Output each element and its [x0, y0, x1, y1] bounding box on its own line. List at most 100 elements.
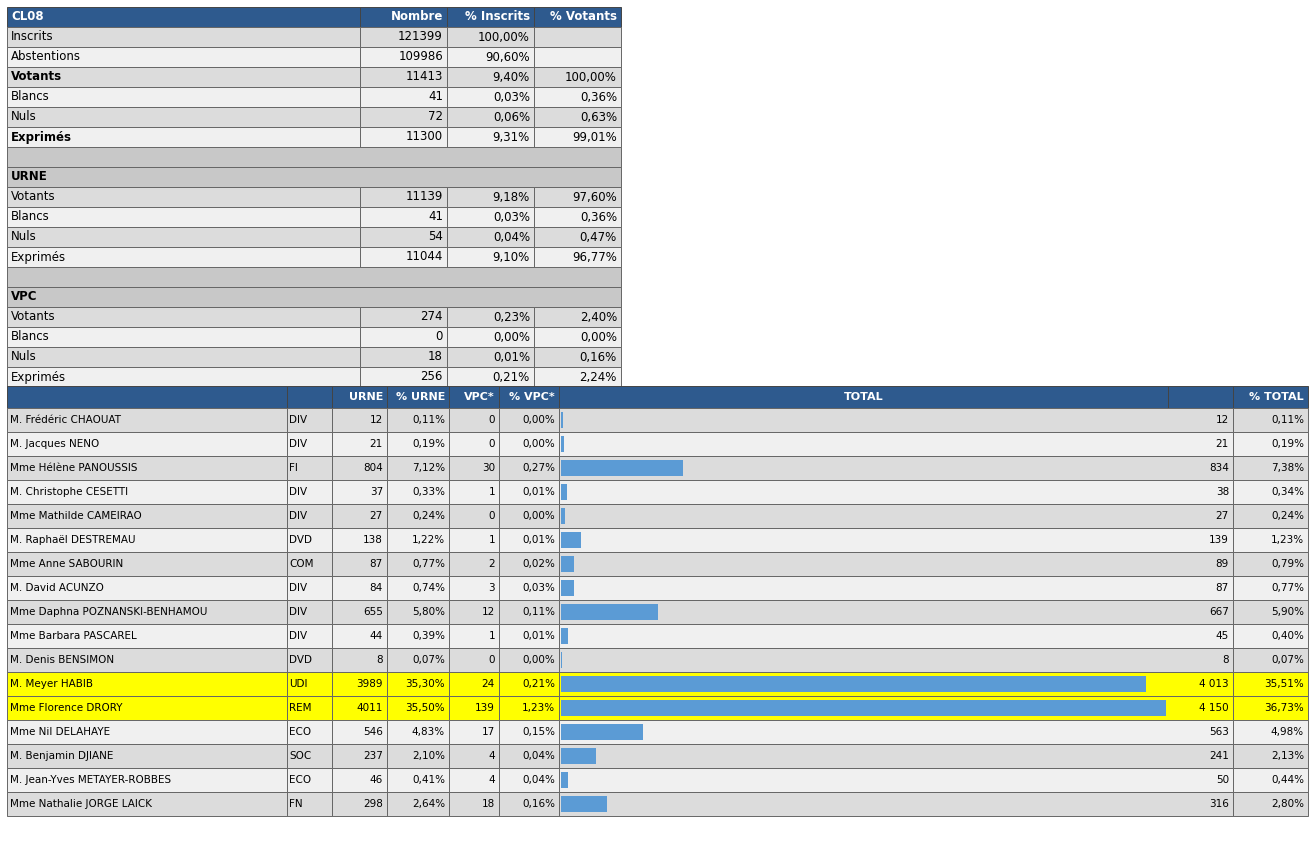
Bar: [360, 247, 447, 267]
Bar: [498, 696, 559, 720]
Text: 804: 804: [363, 463, 383, 473]
Bar: [360, 27, 447, 47]
Bar: [7, 247, 360, 267]
Bar: [559, 696, 1233, 720]
Text: Blancs: Blancs: [11, 330, 50, 344]
Bar: [498, 648, 559, 672]
Bar: [448, 576, 498, 600]
Bar: [1233, 432, 1308, 456]
Text: 9,40%: 9,40%: [493, 71, 530, 83]
Text: 0,79%: 0,79%: [1272, 559, 1304, 569]
Text: 2,24%: 2,24%: [580, 370, 617, 384]
Bar: [562, 532, 581, 548]
Bar: [7, 47, 360, 67]
Text: SOC: SOC: [289, 751, 312, 761]
Bar: [360, 67, 447, 87]
Bar: [559, 624, 1233, 648]
Bar: [534, 327, 621, 347]
Bar: [559, 720, 1233, 744]
Text: Mme Anne SABOURIN: Mme Anne SABOURIN: [11, 559, 124, 569]
Text: 0,00%: 0,00%: [522, 511, 555, 521]
Bar: [559, 456, 1233, 480]
Bar: [387, 432, 448, 456]
Bar: [331, 504, 387, 528]
Text: 8: 8: [376, 655, 383, 665]
Bar: [498, 432, 559, 456]
Text: 5,80%: 5,80%: [412, 607, 444, 617]
Text: TOTAL: TOTAL: [844, 392, 884, 402]
Bar: [1233, 528, 1308, 552]
Text: 655: 655: [363, 607, 383, 617]
Bar: [287, 552, 331, 576]
Text: 96,77%: 96,77%: [572, 250, 617, 264]
Text: 0,36%: 0,36%: [580, 90, 617, 104]
Bar: [498, 600, 559, 624]
Text: 27: 27: [370, 511, 383, 521]
Bar: [387, 696, 448, 720]
Bar: [559, 744, 1233, 768]
Bar: [360, 7, 447, 27]
Text: 11044: 11044: [405, 250, 443, 264]
Text: Votants: Votants: [11, 191, 55, 203]
Bar: [287, 528, 331, 552]
Text: 0,27%: 0,27%: [522, 463, 555, 473]
Bar: [7, 386, 287, 408]
Text: M. Benjamin DJIANE: M. Benjamin DJIANE: [11, 751, 113, 761]
Text: 0: 0: [488, 655, 494, 665]
Bar: [287, 456, 331, 480]
Bar: [498, 792, 559, 816]
Text: % Inscrits: % Inscrits: [466, 10, 530, 24]
Text: 0,19%: 0,19%: [1272, 439, 1304, 449]
Bar: [562, 484, 567, 500]
Bar: [498, 480, 559, 504]
Text: 4,98%: 4,98%: [1270, 727, 1304, 737]
Bar: [1233, 408, 1308, 432]
Text: 0: 0: [488, 439, 494, 449]
Bar: [448, 528, 498, 552]
Bar: [331, 408, 387, 432]
Text: 0,00%: 0,00%: [522, 415, 555, 425]
Text: Mme Barbara PASCAREL: Mme Barbara PASCAREL: [11, 631, 137, 641]
Bar: [562, 796, 608, 812]
Text: 7,38%: 7,38%: [1270, 463, 1304, 473]
Bar: [534, 87, 621, 107]
Bar: [534, 47, 621, 67]
Text: Nuls: Nuls: [11, 111, 37, 123]
Bar: [331, 744, 387, 768]
Text: Mme Nil DELAHAYE: Mme Nil DELAHAYE: [11, 727, 110, 737]
Text: 0,23%: 0,23%: [493, 311, 530, 323]
Bar: [534, 347, 621, 367]
Text: Exprimés: Exprimés: [11, 370, 66, 384]
Bar: [562, 436, 564, 452]
Text: 0,24%: 0,24%: [412, 511, 444, 521]
Bar: [534, 67, 621, 87]
Text: 4 150: 4 150: [1199, 703, 1230, 713]
Bar: [287, 720, 331, 744]
Bar: [287, 624, 331, 648]
Bar: [448, 792, 498, 816]
Bar: [1233, 504, 1308, 528]
Bar: [562, 604, 659, 620]
Text: 100,00%: 100,00%: [479, 31, 530, 43]
Text: URNE: URNE: [348, 392, 383, 402]
Text: 27: 27: [1216, 511, 1230, 521]
Text: FI: FI: [289, 463, 299, 473]
Bar: [7, 408, 287, 432]
Bar: [7, 480, 287, 504]
Bar: [448, 672, 498, 696]
Text: 0,00%: 0,00%: [522, 655, 555, 665]
Text: 0,00%: 0,00%: [522, 439, 555, 449]
Text: % TOTAL: % TOTAL: [1249, 392, 1304, 402]
Bar: [331, 432, 387, 456]
Text: 0,44%: 0,44%: [1272, 775, 1304, 785]
Text: 316: 316: [1208, 799, 1230, 809]
Text: 0,36%: 0,36%: [580, 210, 617, 224]
Text: 11139: 11139: [405, 191, 443, 203]
Bar: [7, 347, 360, 367]
Bar: [448, 648, 498, 672]
Text: 45: 45: [1216, 631, 1230, 641]
Bar: [287, 648, 331, 672]
Text: 38: 38: [1216, 487, 1230, 497]
Bar: [447, 187, 534, 207]
Bar: [1168, 386, 1233, 408]
